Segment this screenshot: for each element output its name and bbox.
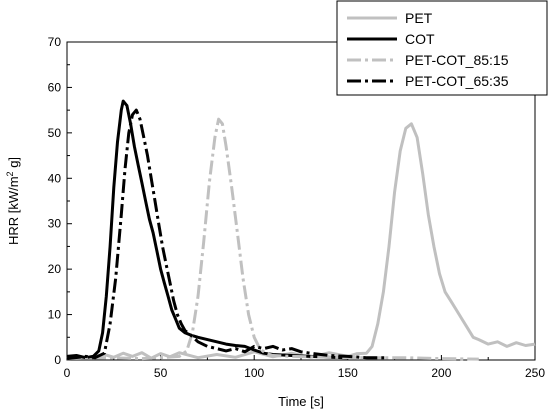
y-tick-label: 10 — [48, 308, 62, 322]
y-axis-title-end: g] — [6, 157, 21, 171]
y-tick-label: 40 — [48, 171, 62, 185]
y-tick-label: 50 — [48, 126, 62, 140]
legend: PET COT PET-COT_85:15 PET-COT_65:35 — [336, 0, 548, 96]
x-tick-label: 200 — [431, 366, 451, 380]
y-axis-title-main: HRR [kW/m — [6, 176, 21, 245]
ticks-layer: 0 50 100 150 200 250 0 10 20 30 40 50 60 70 — [48, 35, 546, 380]
y-tick-label: 0 — [54, 353, 61, 367]
series-layer — [66, 99, 536, 361]
legend-label: PET-COT_65:35 — [405, 73, 509, 89]
x-tick-label: 100 — [244, 366, 264, 380]
series-line-cot — [66, 99, 348, 360]
legend-label: PET — [405, 10, 433, 26]
legend-label: PET-COT_85:15 — [405, 52, 509, 68]
y-tick-label: 70 — [48, 35, 62, 49]
legend-label: COT — [405, 31, 435, 47]
series-line-pet-cot-65-35 — [66, 108, 386, 361]
y-axis-title-sup: 2 — [5, 171, 15, 176]
x-tick-label: 0 — [64, 366, 71, 380]
x-tick-label: 250 — [525, 366, 545, 380]
x-tick-label: 150 — [338, 366, 358, 380]
y-tick-label: 30 — [48, 217, 62, 231]
y-axis-title: HRR [kW/m2 g] — [5, 157, 21, 245]
series-line-pet-cot-85-15 — [66, 117, 479, 361]
x-tick-label: 50 — [154, 366, 168, 380]
y-tick-label: 60 — [48, 80, 62, 94]
y-tick-label: 20 — [48, 262, 62, 276]
series-line-pet — [66, 122, 536, 360]
x-axis-title: Time [s] — [278, 394, 324, 409]
